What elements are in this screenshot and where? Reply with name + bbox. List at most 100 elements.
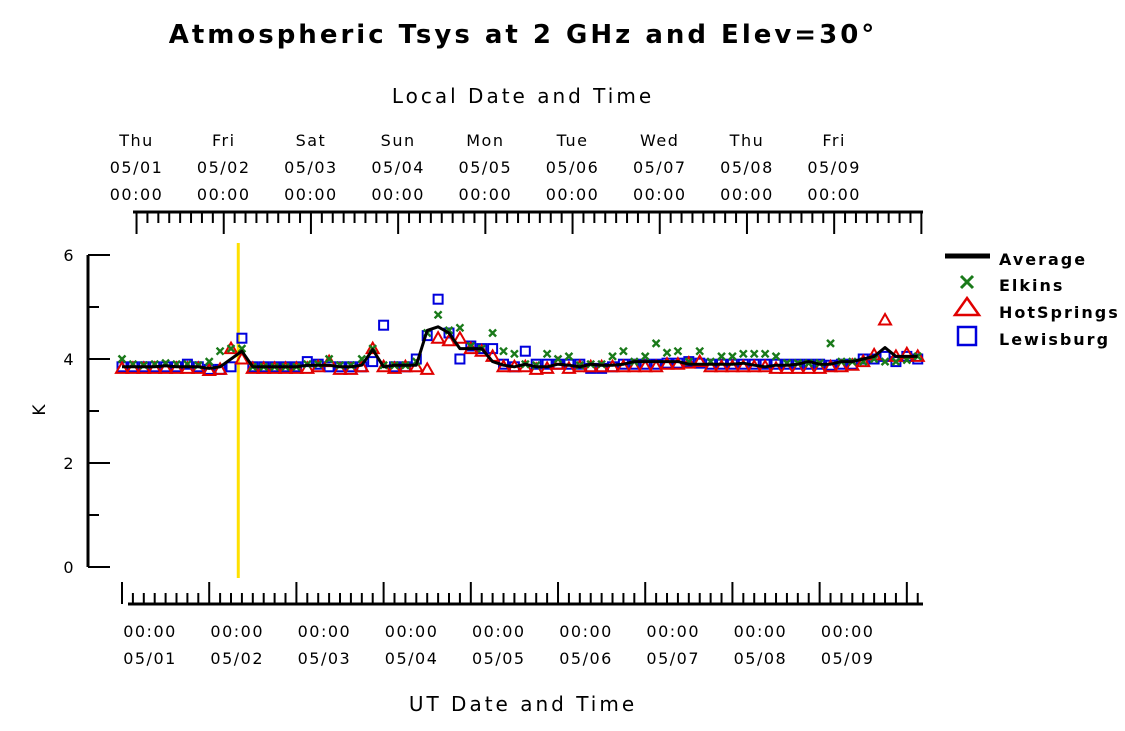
hotsprings-point	[561, 360, 577, 374]
legend-item-average: Average	[945, 250, 1087, 269]
elkins-point	[608, 352, 617, 361]
bottom-tick-date: 05/03	[298, 649, 352, 668]
hotsprings-point	[801, 360, 817, 374]
elkins-point	[542, 349, 552, 359]
bottom-axis: 00:00 05/01 00:00 05/02 00:00 05/03 00:00 05/04…	[121, 582, 923, 668]
lewisburg-point	[519, 345, 531, 357]
elkins-point	[651, 339, 661, 348]
elkins-point	[913, 352, 923, 361]
legend-label: Average	[999, 250, 1087, 269]
legend-item-elkins: Elkins	[959, 274, 1064, 295]
top-tick-date: 05/04	[371, 158, 425, 177]
legend-swatch-x	[959, 274, 975, 290]
bottom-tick-time: 00:00	[821, 622, 875, 641]
hotsprings-point	[779, 360, 795, 374]
elkins-point	[640, 352, 650, 361]
y-tick-label: 0	[63, 558, 75, 577]
elkins-point	[433, 310, 443, 320]
elkins-point	[226, 344, 236, 353]
lewisburg-point	[432, 293, 444, 305]
elkins-point	[662, 348, 672, 358]
top-tick-day: Sun	[381, 131, 416, 150]
lewisburg-point	[378, 319, 390, 331]
elkins-point	[891, 357, 901, 366]
elkins-point	[324, 354, 334, 364]
hotsprings-point	[692, 353, 708, 368]
bottom-tick-date: 05/04	[385, 649, 439, 668]
bottom-tick-date: 05/09	[821, 649, 875, 668]
bottom-tick-time: 00:00	[472, 622, 526, 641]
elkins-point	[488, 328, 497, 338]
hotsprings-point	[724, 358, 741, 373]
legend-swatch-square	[956, 325, 978, 347]
elkins-point	[826, 339, 835, 348]
bottom-tick-date: 05/07	[646, 649, 700, 668]
hotsprings-point	[768, 360, 784, 374]
top-tick-time: 00:00	[807, 185, 861, 204]
top-tick-day: Mon	[466, 131, 504, 150]
elkins-point	[738, 349, 748, 359]
hotsprings-point	[223, 340, 239, 355]
legend-label: Elkins	[999, 276, 1064, 295]
top-tick-date: 05/02	[197, 158, 251, 177]
lewisburg-point	[181, 358, 193, 370]
elkins-point	[237, 344, 247, 353]
series-average	[122, 325, 918, 370]
elkins-point	[215, 346, 225, 356]
hotsprings-point	[790, 360, 806, 374]
top-tick-day: Thu	[729, 131, 765, 150]
hotsprings-point	[648, 358, 664, 373]
lewisburg-point	[443, 327, 455, 339]
y-tick-label: 2	[63, 454, 75, 473]
top-tick-date: 05/03	[284, 158, 338, 177]
lewisburg-point	[236, 332, 248, 344]
elkins-point	[749, 349, 759, 359]
elkins-point	[553, 354, 563, 364]
hotsprings-point	[735, 358, 752, 373]
top-tick-day: Fri	[212, 131, 236, 150]
top-tick-day: Fri	[822, 131, 846, 150]
top-tick-time: 00:00	[197, 185, 251, 204]
elkins-point	[673, 346, 683, 356]
hotsprings-point	[157, 360, 174, 374]
hotsprings-point	[615, 358, 632, 373]
top-tick-day: Wed	[640, 131, 679, 150]
bottom-tick-date: 05/02	[210, 649, 264, 668]
legend-swatch-triangle	[952, 295, 982, 317]
hotsprings-point	[877, 311, 893, 326]
top-axis-title: Local Date and Time	[392, 84, 654, 108]
hotsprings-point	[899, 345, 915, 360]
elkins-point	[728, 352, 737, 361]
bottom-tick-time: 00:00	[210, 622, 264, 641]
top-tick-time: 00:00	[633, 185, 687, 204]
elkins-point	[619, 346, 628, 356]
top-tick-time: 00:00	[284, 185, 338, 204]
elkins-point	[880, 357, 890, 366]
top-axis: Thu 05/01 00:00 Fri 05/02 00:00 Sat 05/03 00:00 S…	[110, 131, 923, 234]
top-tick-time: 00:00	[546, 185, 600, 204]
top-tick-time: 00:00	[110, 185, 164, 204]
legend-label: HotSprings	[999, 303, 1120, 322]
hotsprings-point	[822, 358, 839, 373]
top-tick-date: 05/08	[720, 158, 774, 177]
elkins-point	[717, 352, 726, 361]
hotsprings-point	[811, 360, 828, 374]
bottom-tick-time: 00:00	[646, 622, 700, 641]
hotsprings-point	[441, 332, 457, 347]
bottom-tick-time: 00:00	[385, 622, 439, 641]
bottom-tick-time: 00:00	[734, 622, 788, 641]
hotsprings-point	[201, 362, 217, 376]
series-layer	[114, 293, 926, 376]
lewisburg-point	[225, 361, 237, 373]
hotsprings-point	[430, 330, 446, 344]
lewisburg-point	[367, 356, 379, 368]
hotsprings-point	[364, 340, 381, 355]
elkins-point	[204, 357, 214, 366]
legend-label: Lewisburg	[999, 330, 1110, 349]
top-tick-time: 00:00	[371, 185, 425, 204]
elkins-point	[771, 352, 781, 361]
top-tick-date: 05/07	[633, 158, 687, 177]
top-tick-date: 05/09	[807, 158, 861, 177]
elkins-point	[117, 354, 127, 364]
